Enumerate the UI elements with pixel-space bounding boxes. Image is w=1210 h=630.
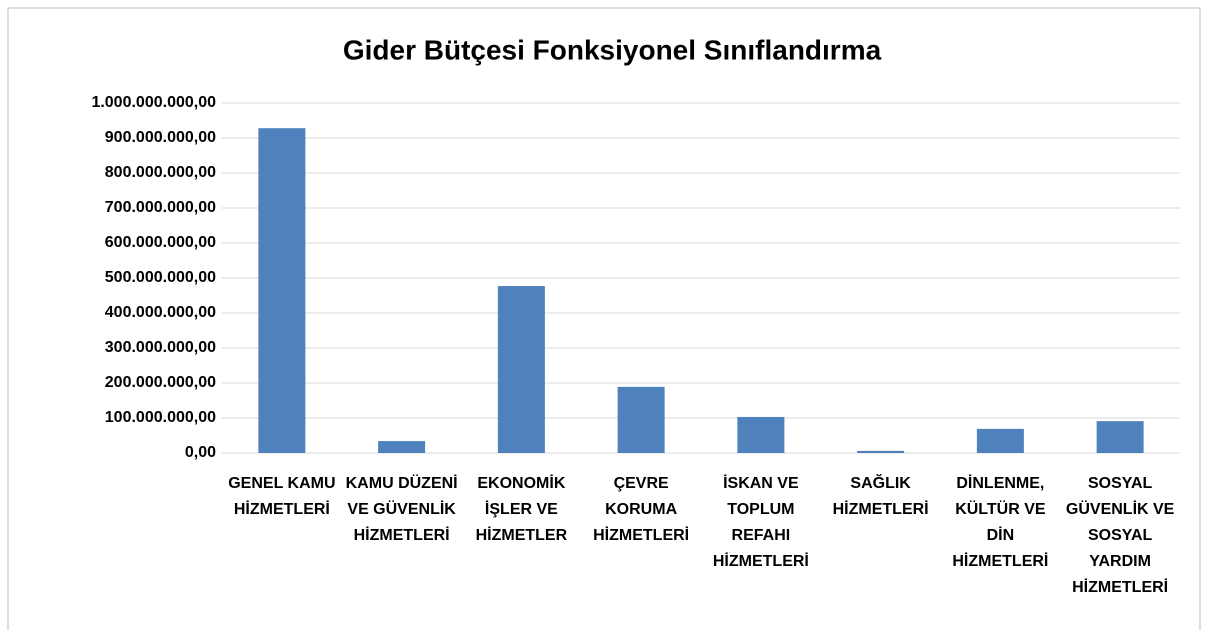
y-tick-label: 900.000.000,00	[105, 129, 216, 146]
chart-title: Gider Bütçesi Fonksiyonel Sınıflandırma	[343, 34, 882, 65]
x-tick-label: DİNLENME, KÜLTÜR VE DİN HİZMETLERİ	[952, 474, 1048, 570]
x-tick-label: GENEL KAMU HİZMETLERİ	[228, 475, 335, 518]
y-tick-label: 100.000.000,00	[105, 409, 216, 426]
bar	[857, 450, 905, 453]
chart-frame	[7, 7, 1201, 630]
x-tick-label: SOSYAL GÜVENLİK VE SOSYAL YARDIM HİZMETLERİ	[1066, 475, 1175, 596]
bar	[258, 128, 306, 453]
x-tick-label: KAMU DÜZENİ VE GÜVENLİK HİZMETLERİ	[346, 473, 458, 544]
y-tick-label: 800.000.000,00	[105, 164, 216, 181]
bar	[617, 386, 665, 453]
y-tick-label: 600.000.000,00	[105, 234, 216, 251]
x-tick-label: ÇEVRE KORUMA HİZMETLERİ	[593, 475, 689, 544]
bar	[497, 286, 545, 453]
y-tick-label: 200.000.000,00	[105, 374, 216, 391]
y-tick-label: 700.000.000,00	[105, 199, 216, 216]
y-tick-label: 500.000.000,00	[105, 269, 216, 286]
x-tick-label: EKONOMİK İŞLER VE HİZMETLER	[476, 474, 568, 544]
y-tick-label: 1.000.000.000,00	[91, 94, 216, 111]
x-tick-label: İSKAN VE TOPLUM REFAHI HİZMETLERİ	[713, 474, 809, 570]
x-tick-label: SAĞLIK HİZMETLERİ	[833, 473, 929, 518]
y-tick-label: 300.000.000,00	[105, 339, 216, 356]
bar	[976, 428, 1024, 453]
bar	[1096, 421, 1144, 453]
y-tick-label: 0,00	[185, 444, 216, 461]
bar	[378, 441, 426, 453]
y-tick-label: 400.000.000,00	[105, 304, 216, 321]
bar	[737, 416, 785, 453]
